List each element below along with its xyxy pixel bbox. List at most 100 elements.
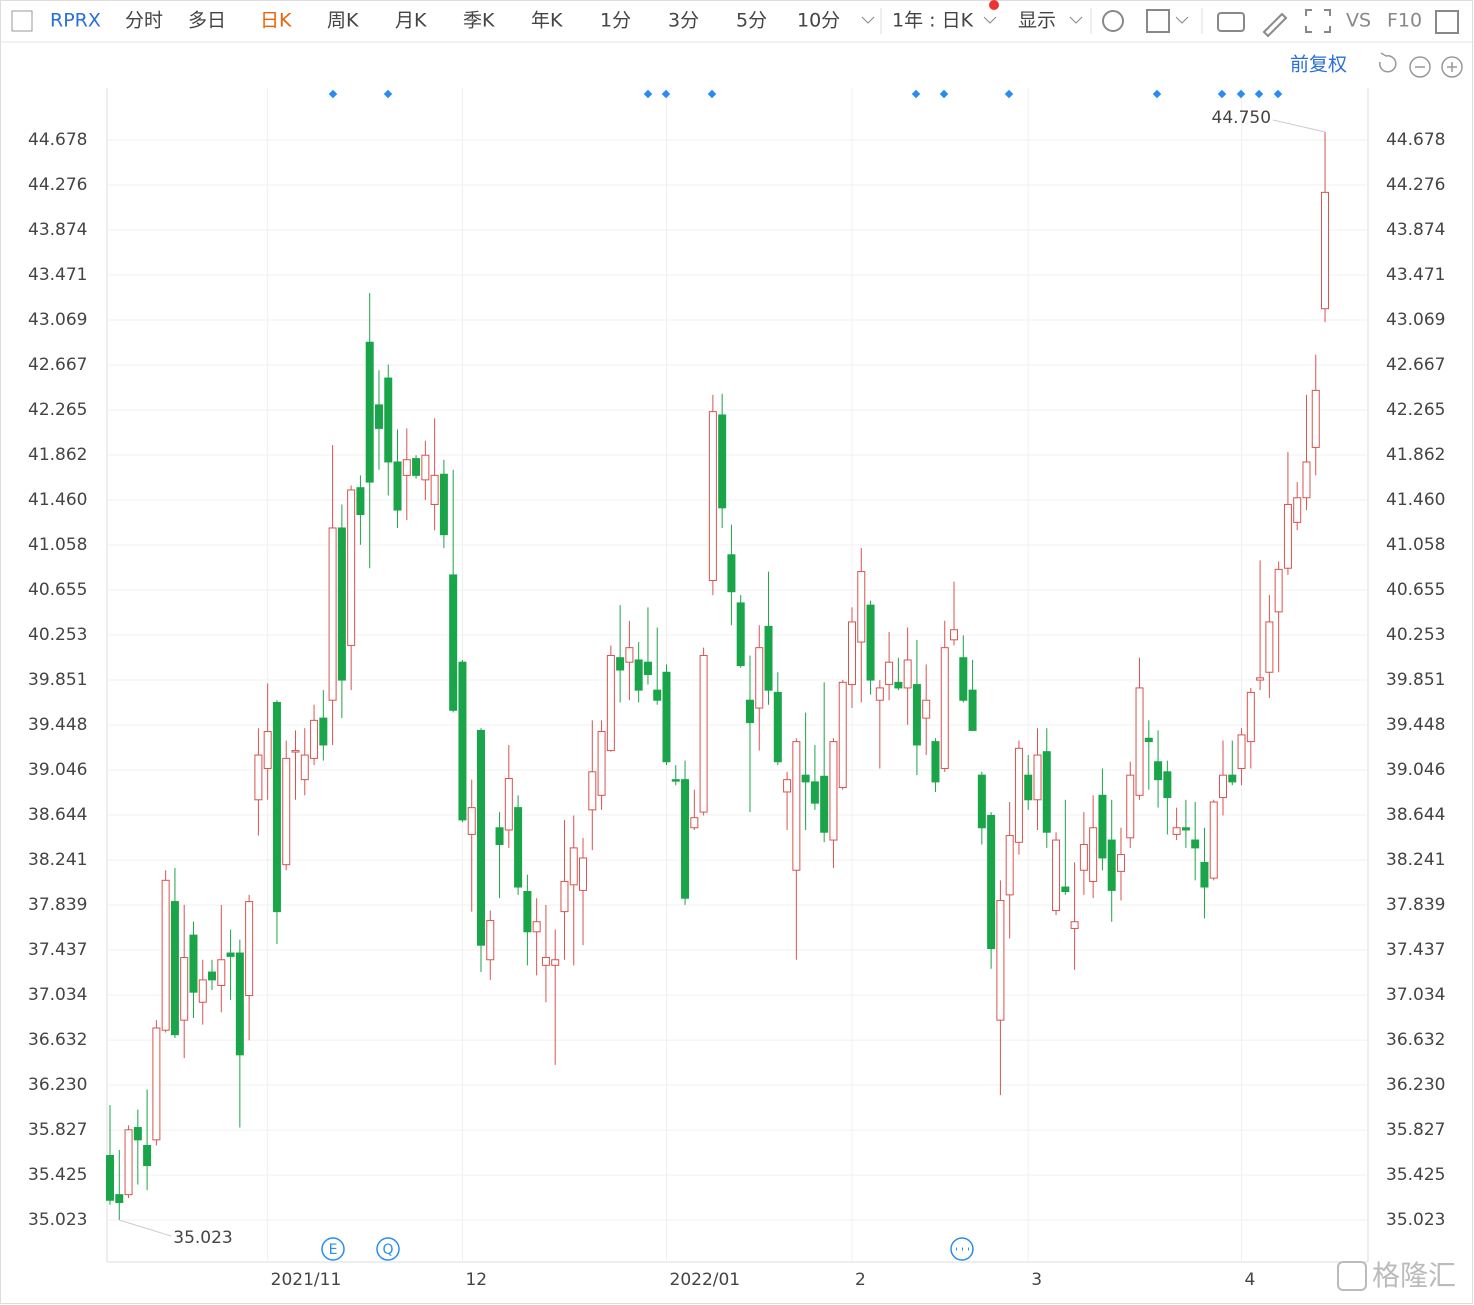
event-marker[interactable] [383, 89, 393, 99]
tab[interactable]: 10分 [797, 10, 840, 32]
tab[interactable]: 季K [463, 10, 495, 32]
candle-body [977, 774, 986, 829]
candle-body [616, 657, 625, 671]
candle-body [894, 681, 903, 689]
y2-tick-label: 38.241 [1386, 850, 1445, 870]
period-select[interactable]: 1年 : 日K [892, 10, 974, 32]
candle-body [912, 684, 921, 746]
f10-button[interactable]: F10 [1387, 10, 1422, 32]
candle-body [736, 602, 745, 667]
tab[interactable]: 分时 [125, 10, 163, 32]
event-icon-label: E [329, 1242, 338, 1258]
candle-body [1246, 691, 1255, 743]
y-tick-label: 36.632 [28, 1030, 87, 1050]
candle-body [662, 671, 671, 763]
x-tick-label: 2 [855, 1270, 866, 1290]
candle-body [885, 661, 894, 686]
tab[interactable]: 周K [327, 10, 359, 32]
annotation-leader [119, 1219, 172, 1237]
candle-body [959, 657, 968, 701]
y-tick-label: 42.667 [28, 355, 87, 375]
fullscreen-icon[interactable] [1305, 9, 1331, 33]
y2-tick-label: 44.678 [1386, 130, 1445, 150]
candle-body [653, 689, 662, 701]
tab[interactable]: 1分 [600, 10, 631, 32]
candle-body [1135, 687, 1144, 796]
sidebar-toggle[interactable] [11, 10, 33, 32]
candle-body [402, 459, 411, 476]
candle-body [1181, 827, 1190, 831]
tab[interactable]: 月K [395, 10, 427, 32]
candle-body [208, 971, 217, 981]
event-icon[interactable] [321, 1237, 345, 1261]
display-menu[interactable]: 显示 [1018, 10, 1056, 32]
candle-body [1052, 839, 1061, 912]
y-tick-label: 35.425 [28, 1165, 87, 1185]
candle-body [1172, 827, 1181, 835]
candle-body [1042, 751, 1051, 833]
candle-body [1061, 886, 1070, 893]
reset-icon[interactable] [1379, 52, 1397, 73]
tabs: 分时 多日 日K 周K 月K 季K 年K 1分 3分 5分 10分 [125, 10, 840, 32]
event-marker[interactable] [328, 89, 338, 99]
candle-body [560, 880, 569, 913]
x-tick-label: 12 [465, 1270, 487, 1290]
y-tick-label: 39.448 [28, 715, 87, 735]
zoom-out[interactable] [1409, 56, 1431, 78]
candle-body [152, 1027, 161, 1141]
tab[interactable]: 5分 [736, 10, 767, 32]
y2-tick-label: 43.069 [1386, 310, 1445, 330]
candle-body [124, 1129, 133, 1196]
candle-body [792, 741, 801, 871]
candle-body [1219, 774, 1227, 799]
candle-body [198, 979, 207, 1003]
candle-body [643, 661, 652, 675]
candle-body [783, 779, 792, 793]
layout-icon[interactable] [1146, 9, 1170, 33]
zoom-in[interactable] [1441, 56, 1463, 78]
y2-tick-label: 40.655 [1386, 580, 1445, 600]
y-tick-label: 35.827 [28, 1120, 87, 1140]
tab[interactable]: 日K [260, 10, 292, 32]
y2-tick-label: 39.046 [1386, 760, 1445, 780]
annotation-leader [1272, 119, 1326, 133]
candle-body [764, 625, 773, 691]
candle-body [1070, 921, 1079, 929]
panel-icon[interactable] [1435, 10, 1459, 34]
candle-body [625, 647, 634, 663]
y-tick-label: 41.460 [28, 490, 87, 510]
symbol: RPRX [50, 10, 101, 32]
zoom-in-glyph [1447, 62, 1457, 72]
candle-body [1293, 497, 1302, 523]
y-tick-label: 41.862 [28, 445, 87, 465]
draw-icon[interactable] [1262, 12, 1288, 38]
candle-body [486, 920, 495, 961]
tab[interactable]: 3分 [668, 10, 699, 32]
candle-body [1274, 568, 1283, 613]
settings-icon[interactable] [1102, 10, 1124, 32]
candle-body [1098, 794, 1107, 859]
y2-tick-label: 39.851 [1386, 670, 1445, 690]
adjust-mode[interactable]: 前复权 [1290, 54, 1347, 76]
candle-body [1116, 854, 1125, 872]
y2-tick-label: 35.023 [1386, 1210, 1445, 1230]
candle-body [291, 750, 300, 753]
event-icon-label: Q [382, 1242, 393, 1258]
tab[interactable]: 多日 [188, 10, 226, 32]
candle-body [1107, 839, 1116, 891]
y2-tick-label: 37.034 [1386, 985, 1445, 1005]
y-tick-label: 43.874 [28, 220, 87, 240]
candle-body [356, 487, 365, 516]
candle-body [1079, 844, 1088, 871]
candle-body [987, 814, 996, 950]
candle-body [495, 827, 504, 846]
x-tick-label: 4 [1245, 1270, 1256, 1290]
vs-button[interactable]: VS [1346, 10, 1371, 32]
candle-body [226, 952, 235, 957]
candle-body [449, 574, 458, 711]
chevron [1069, 16, 1083, 24]
watermark: 格隆汇 [1372, 1259, 1456, 1292]
camera-icon[interactable] [1217, 12, 1245, 32]
tab[interactable]: 年K [531, 10, 563, 32]
event-icon[interactable] [376, 1237, 400, 1261]
